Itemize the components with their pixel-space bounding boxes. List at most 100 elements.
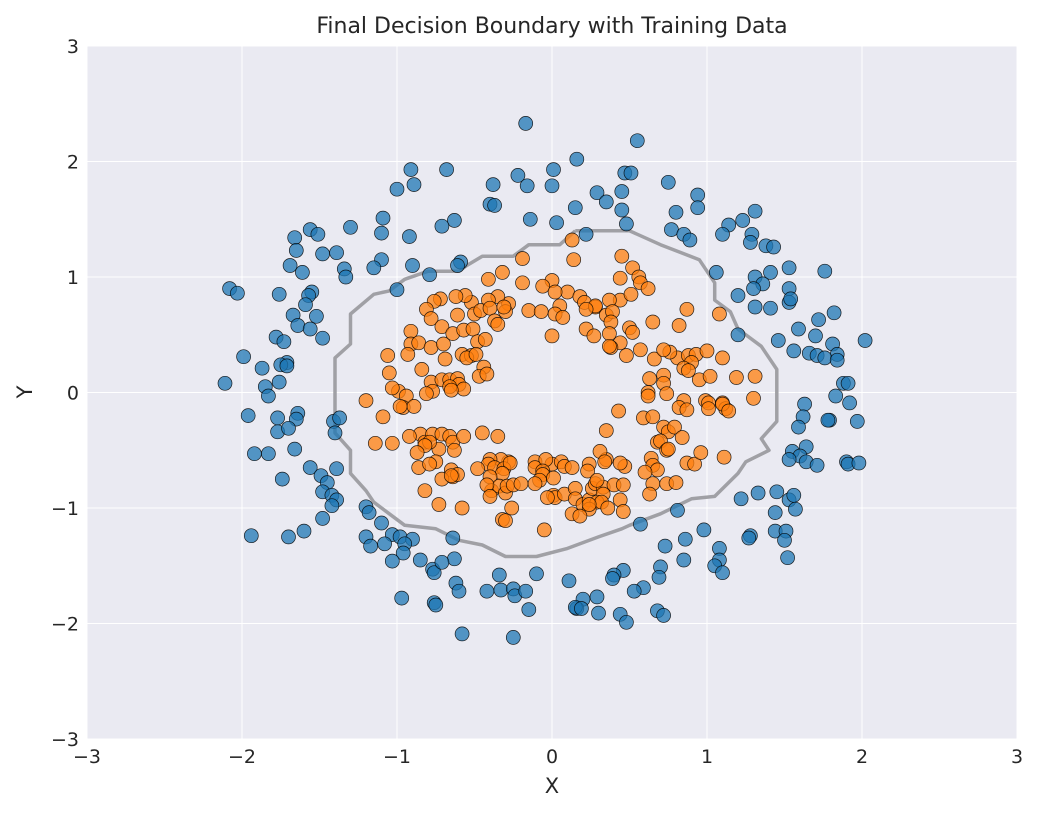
- point-inner: [406, 399, 422, 414]
- point-outer: [786, 343, 802, 359]
- point-outer: [315, 246, 330, 262]
- point-inner: [496, 299, 512, 315]
- chart-title: Final Decision Boundary with Training Da…: [316, 14, 787, 39]
- point-outer: [276, 334, 292, 350]
- point-outer: [403, 162, 419, 177]
- point-outer: [546, 162, 561, 177]
- point-inner: [572, 508, 588, 524]
- point-inner: [716, 449, 732, 465]
- point-outer: [394, 590, 410, 606]
- point-inner: [495, 466, 510, 481]
- point-inner: [546, 470, 561, 486]
- point-inner: [414, 362, 430, 377]
- point-inner: [612, 455, 628, 471]
- point-inner: [650, 462, 665, 478]
- x-tick-label: −1: [383, 746, 411, 768]
- point-outer: [857, 333, 873, 348]
- point-outer: [574, 601, 589, 616]
- point-outer: [788, 501, 803, 517]
- point-outer: [769, 484, 785, 500]
- point-outer: [549, 215, 564, 231]
- point-outer: [343, 219, 358, 235]
- point-inner: [640, 388, 656, 404]
- point-inner: [498, 513, 513, 529]
- point-inner: [456, 381, 472, 397]
- point-outer: [298, 297, 313, 313]
- point-outer: [829, 352, 845, 368]
- point-outer: [296, 523, 312, 539]
- point-outer: [664, 222, 679, 237]
- point-inner: [434, 319, 450, 335]
- y-tick-label: −3: [51, 729, 79, 751]
- x-tick-label: −3: [73, 746, 101, 768]
- point-outer: [657, 538, 673, 554]
- point-outer: [578, 226, 594, 242]
- point-inner: [423, 340, 439, 355]
- point-outer: [271, 286, 287, 302]
- point-inner: [699, 343, 715, 359]
- point-outer: [750, 485, 766, 501]
- point-outer: [327, 425, 343, 441]
- point-outer: [329, 461, 344, 477]
- point-outer: [374, 225, 389, 241]
- point-inner: [671, 318, 687, 333]
- point-inner: [544, 328, 560, 344]
- point-outer: [817, 350, 833, 366]
- point-inner: [589, 472, 605, 488]
- point-outer: [281, 529, 296, 545]
- point-inner: [702, 368, 718, 384]
- point-outer: [287, 230, 303, 246]
- point-outer: [791, 321, 806, 337]
- point-outer: [668, 204, 684, 220]
- point-outer: [619, 614, 634, 630]
- point-inner: [448, 289, 464, 304]
- point-inner: [625, 325, 640, 340]
- point-inner: [454, 500, 470, 516]
- data-points: [217, 116, 873, 645]
- point-outer: [808, 328, 823, 344]
- point-inner: [521, 303, 537, 318]
- point-inner: [380, 348, 396, 363]
- point-outer: [730, 288, 746, 303]
- point-inner: [515, 251, 530, 266]
- point-outer: [479, 583, 495, 599]
- point-inner: [566, 252, 582, 268]
- point-outer: [288, 243, 304, 258]
- point-inner: [687, 456, 702, 472]
- point-outer: [777, 532, 792, 548]
- point-outer: [730, 327, 746, 343]
- point-inner: [477, 332, 493, 347]
- point-outer: [282, 258, 298, 273]
- point-outer: [287, 441, 303, 457]
- point-inner: [598, 423, 614, 438]
- point-outer: [405, 258, 420, 273]
- point-outer: [677, 531, 693, 547]
- point-outer: [522, 211, 538, 227]
- point-inner: [411, 335, 427, 351]
- point-inner: [747, 368, 763, 384]
- point-inner: [409, 445, 425, 460]
- point-inner: [547, 284, 563, 300]
- point-inner: [667, 419, 682, 435]
- point-outer: [826, 305, 842, 321]
- point-outer: [363, 538, 378, 554]
- point-outer: [743, 235, 758, 250]
- point-outer: [261, 388, 276, 404]
- point-inner: [443, 382, 459, 398]
- point-outer: [374, 515, 389, 531]
- point-outer: [402, 229, 417, 244]
- point-inner: [614, 248, 630, 264]
- point-outer: [715, 565, 730, 581]
- point-outer: [626, 583, 642, 599]
- point-outer: [614, 184, 630, 199]
- point-inner: [564, 460, 580, 475]
- point-outer: [485, 177, 501, 192]
- point-outer: [329, 245, 344, 261]
- point-outer: [849, 414, 865, 429]
- point-inner: [536, 522, 552, 538]
- y-tick-label: 1: [67, 267, 79, 289]
- point-outer: [676, 552, 692, 568]
- point-inner: [715, 350, 730, 366]
- point-outer: [377, 536, 392, 552]
- point-inner: [600, 500, 616, 516]
